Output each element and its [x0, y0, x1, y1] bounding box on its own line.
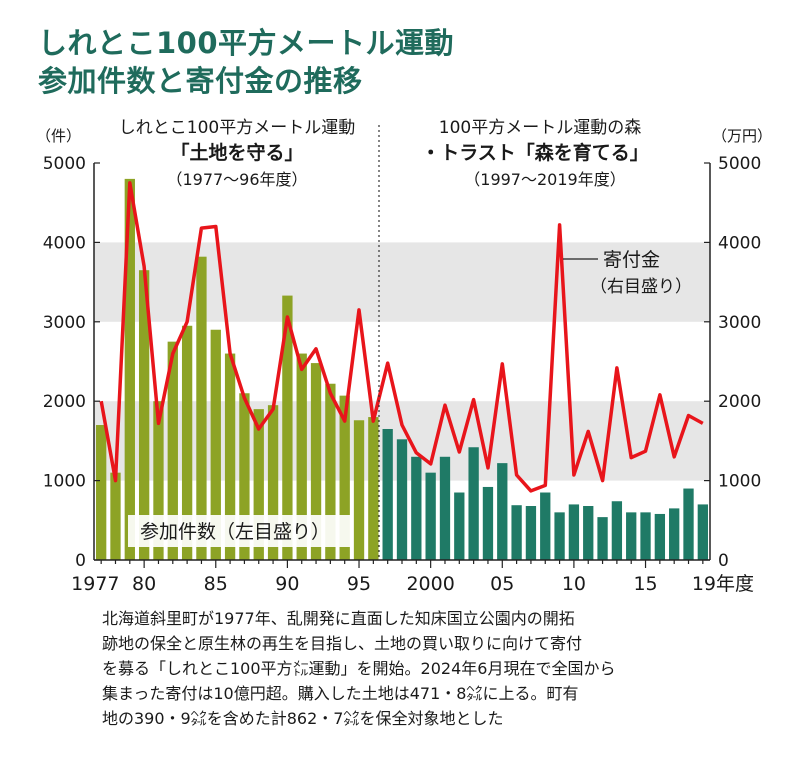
x-tick-label: 2000 — [406, 573, 454, 595]
bar — [654, 513, 666, 560]
bar — [669, 508, 680, 560]
y-tick-label-right: 4000 — [718, 233, 761, 253]
legend-bar-label: 参加件数（左目盛り） — [140, 521, 330, 543]
note-line: を募る「しれとこ100平方㍍運動」を開始。2024年6月現在で全国から — [102, 659, 616, 678]
y-tick-label-left: 4000 — [43, 233, 86, 253]
bar — [482, 486, 494, 560]
bar — [511, 505, 522, 560]
y-tick-label-right: 3000 — [718, 313, 761, 333]
x-tick-label: 1977 — [71, 573, 119, 595]
bar — [138, 270, 150, 560]
y-tick-label-right: 5000 — [718, 154, 761, 174]
y-tick-label-left: 3000 — [43, 313, 86, 333]
y-tick-label-right: 0 — [718, 551, 729, 571]
bar — [540, 492, 551, 560]
chart-title-line2: 参加件数と寄付金の推移 — [38, 64, 363, 98]
x-tick-label: 80 — [132, 573, 156, 595]
bar — [181, 325, 193, 560]
bar — [554, 512, 565, 560]
bar — [640, 512, 651, 560]
right-panel-subtitle: ・トラスト「森を育てる」 — [421, 141, 649, 164]
bar — [454, 492, 465, 560]
bar — [497, 463, 508, 560]
bar — [310, 363, 322, 560]
legend-line-sub: （右目盛り） — [590, 277, 692, 297]
x-tick-label: 10 — [562, 573, 586, 595]
y-tick-label-left: 0 — [75, 551, 86, 571]
bar — [210, 329, 221, 560]
bars-participants — [96, 178, 708, 560]
x-tick-label: 19年度 — [692, 573, 754, 595]
bar — [583, 506, 594, 560]
legend-line-label: 寄付金 — [603, 249, 660, 271]
bar — [626, 512, 637, 560]
x-ticks: 1977 80 85 90 95 2000 05 10 15 19年度 — [71, 560, 754, 595]
y-tick-label-left: 5000 — [43, 154, 86, 174]
bar — [339, 395, 350, 560]
note-line: 地の390・9㌶を含めた計862・7㌶を保全対象地とした — [102, 709, 504, 728]
explanatory-note: 北海道斜里町が1977年、乱開発に直面した知床国立公園内の開拓 跡地の保全と原生… — [102, 606, 642, 731]
bar — [282, 295, 293, 560]
bar — [368, 417, 379, 560]
x-tick-label: 95 — [347, 573, 371, 595]
bar — [196, 256, 207, 560]
bar — [382, 428, 393, 560]
x-tick-label: 05 — [490, 573, 514, 595]
bar — [468, 447, 479, 560]
y-tick-label-left: 2000 — [43, 392, 86, 412]
legend-bar-label-bg — [128, 515, 350, 547]
bar — [425, 472, 436, 560]
bar — [525, 506, 537, 560]
bar — [697, 504, 708, 560]
note-line: 集まった寄付は10億円超。購入した土地は471・8㌶に上る。町有 — [102, 684, 579, 703]
bar — [110, 472, 121, 560]
bar — [239, 393, 250, 560]
bar — [124, 178, 135, 560]
bar — [153, 401, 164, 560]
bar — [253, 409, 264, 560]
bar — [396, 439, 408, 560]
bar — [167, 341, 178, 560]
bar — [224, 353, 236, 560]
right-panel-title: 100平方メートル運動の森 — [439, 118, 641, 138]
y-tick-label-right: 2000 — [718, 392, 761, 412]
bar — [439, 456, 451, 560]
bar — [568, 504, 580, 560]
y-tick-label-right: 1000 — [718, 472, 761, 492]
bar — [683, 488, 694, 560]
bar — [296, 353, 307, 560]
right-panel-period: （1997〜2019年度） — [464, 170, 625, 189]
bar — [597, 517, 608, 560]
chart-title-line1: しれとこ100平方メートル運動 — [38, 26, 455, 60]
left-axis-unit: （件） — [36, 127, 81, 145]
bar — [325, 383, 336, 560]
x-tick-label: 15 — [633, 573, 657, 595]
right-axis-unit: （万円） — [712, 127, 772, 145]
left-panel-title: しれとこ100平方メートル運動 — [119, 118, 355, 138]
y-ticks: 5000 5000 4000 4000 3000 3000 2000 2000 1000 1000… — [43, 154, 762, 571]
note-line: 跡地の保全と原生林の再生を目指し、土地の買い取りに向けて寄付 — [102, 634, 583, 653]
bar — [267, 405, 279, 560]
y-tick-label-left: 1000 — [43, 472, 86, 492]
x-tick-label: 85 — [204, 573, 228, 595]
bar — [411, 456, 422, 560]
bar — [96, 425, 107, 560]
x-tick-label: 90 — [275, 573, 299, 595]
bar — [353, 420, 365, 560]
note-line: 北海道斜里町が1977年、乱開発に直面した知床国立公園内の開拓 — [102, 609, 575, 628]
left-panel-period: （1977〜96年度） — [166, 170, 307, 189]
line-donations — [99, 181, 704, 493]
bar — [611, 501, 623, 560]
left-panel-subtitle: 「土地を守る」 — [170, 141, 303, 164]
